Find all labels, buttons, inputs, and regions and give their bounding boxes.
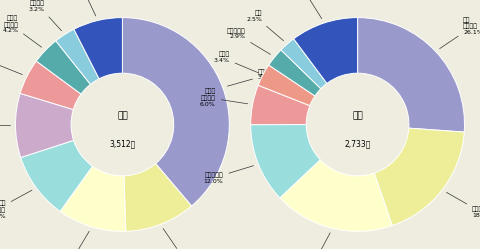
Wedge shape: [15, 93, 73, 158]
Text: 公務
2.5%: 公務 2.5%: [247, 10, 284, 41]
Wedge shape: [124, 164, 192, 231]
Wedge shape: [20, 61, 81, 110]
Text: サービス業
18.6%: サービス業 18.6%: [446, 192, 480, 218]
Text: 金融・保険
2.9%: 金融・保険 2.9%: [227, 28, 271, 55]
Text: その他
10.2%: その他 10.2%: [292, 0, 322, 19]
Text: 女子: 女子: [352, 112, 363, 121]
Text: 運輸業
3.4%: 運輸業 3.4%: [214, 52, 258, 73]
Text: 運輸業
10.7%: 運輸業 10.7%: [163, 229, 194, 249]
Wedge shape: [281, 39, 327, 89]
Wedge shape: [56, 29, 99, 84]
Text: 医療・福祉
12.0%: 医療・福祉 12.0%: [204, 166, 253, 184]
Wedge shape: [374, 128, 464, 226]
Text: 卸売
・小売業
26.1%: 卸売 ・小売業 26.1%: [440, 17, 480, 49]
Wedge shape: [294, 18, 358, 83]
Wedge shape: [358, 18, 465, 132]
Text: 卸売
・小売業
10.1%: 卸売 ・小売業 10.1%: [0, 190, 32, 219]
Wedge shape: [258, 65, 315, 106]
Wedge shape: [21, 140, 93, 211]
Wedge shape: [60, 166, 126, 231]
Text: 建設業
9.7%: 建設業 9.7%: [0, 120, 11, 131]
Text: 3,512人: 3,512人: [109, 139, 135, 148]
Text: サービス業
10.4%: サービス業 10.4%: [60, 231, 89, 249]
Wedge shape: [36, 41, 90, 94]
Wedge shape: [269, 50, 321, 96]
Text: 複合サー
ビス事業
3.2%: 複合サー ビス事業 3.2%: [28, 0, 61, 31]
Text: 飲食店
・宿泊業
4.2%: 飲食店 ・宿泊業 4.2%: [2, 15, 42, 47]
Text: 公務
5.4%: 公務 5.4%: [0, 54, 23, 74]
Text: 飲食店
・宿泊業
6.0%: 飲食店 ・宿泊業 6.0%: [200, 89, 248, 107]
Text: 男子: 男子: [117, 112, 128, 121]
Text: 製造業
18.2%: 製造業 18.2%: [303, 233, 330, 249]
Wedge shape: [122, 18, 229, 206]
Wedge shape: [280, 160, 392, 231]
Text: 製造業
38.8%: 製造業 38.8%: [228, 69, 277, 86]
Text: 2,733人: 2,733人: [345, 139, 371, 148]
Text: その他
7.5%: その他 7.5%: [73, 0, 96, 16]
Wedge shape: [251, 124, 320, 198]
Wedge shape: [251, 85, 310, 125]
Wedge shape: [74, 18, 122, 79]
